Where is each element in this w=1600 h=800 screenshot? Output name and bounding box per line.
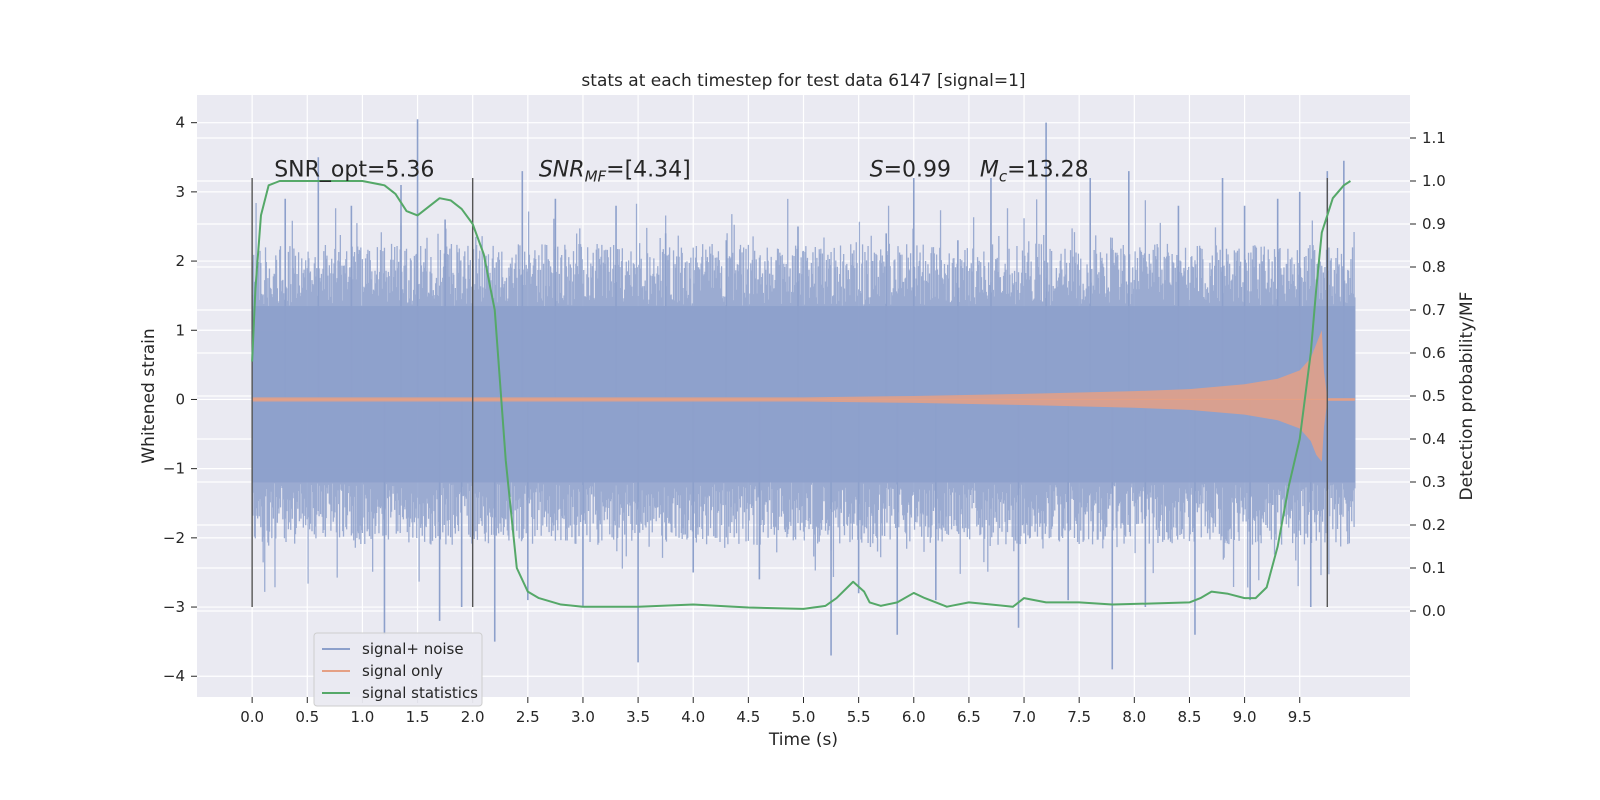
x-tick-label-10: 5.0 (792, 708, 816, 726)
y-axis-label: Whitened strain (139, 328, 159, 463)
x-axis: 0.0 0.5 1.0 1.5 2.0 2.5 3.0 3.5 4.0 4.5 5.0 5.5 6.0 6… (240, 697, 1312, 726)
annotation-mc: Mc=13.28 (980, 158, 1089, 186)
y2-tick-label-8: 0.8 (1422, 258, 1446, 276)
legend-label-signal-noise: signal+ noise (362, 640, 464, 658)
x-axis-label: Time (s) (768, 730, 838, 750)
y2-tick-label-2: 0.2 (1422, 516, 1446, 534)
y2-tick-label-4: 0.4 (1422, 430, 1446, 448)
y-tick-label-0: −4 (163, 667, 185, 685)
legend-box (313, 632, 483, 707)
y-tick-label-7: 3 (175, 183, 185, 201)
y2-tick-label-6: 0.6 (1422, 344, 1446, 362)
annotation-snr-opt: SNR_opt=5.36 (274, 158, 434, 183)
x-tick-label-11: 5.5 (847, 708, 871, 726)
x-tick-label-1: 0.5 (295, 708, 319, 726)
stats-line (251, 180, 1351, 610)
x-tick-label-6: 3.0 (571, 708, 595, 726)
annotation-snr-mf: SNRMF=[4.34] (539, 158, 691, 186)
y-tick-label-6: 2 (175, 252, 185, 270)
y2-tick-label-9: 0.9 (1422, 215, 1446, 233)
y2-tick-label-5: 0.5 (1422, 387, 1446, 405)
x-tick-label-16: 8.0 (1122, 708, 1146, 726)
y-tick-label-3: −1 (163, 460, 185, 478)
y-tick-label-8: 4 (175, 114, 185, 132)
y2-tick-label-0: 0.0 (1422, 602, 1446, 620)
x-tick-label-19: 9.5 (1288, 708, 1312, 726)
y2-tick-label-11: 1.1 (1422, 129, 1446, 147)
y-tick-label-2: −2 (163, 529, 185, 547)
x-tick-label-3: 1.5 (406, 708, 430, 726)
x-tick-label-12: 6.0 (902, 708, 926, 726)
y-tick-label-1: −3 (163, 598, 185, 616)
y2-tick-label-3: 0.3 (1422, 473, 1446, 491)
annotation-s: S=0.99 (870, 158, 951, 183)
series-signal-statistics (251, 180, 1351, 610)
series-signal-only (252, 330, 1355, 462)
vertical-markers (251, 178, 1328, 608)
x-tick-label-13: 6.5 (957, 708, 981, 726)
signal-envelope (252, 330, 1355, 462)
x-tick-label-7: 3.5 (626, 708, 650, 726)
y2-axis-label: Detection probability/MF (1457, 292, 1477, 501)
x-tick-label-18: 9.0 (1233, 708, 1257, 726)
y-axis-left: −4 −3 −2 −1 0 1 2 3 4 (163, 114, 197, 685)
x-tick-label-2: 1.0 (350, 708, 374, 726)
legend-label-signal-statistics: signal statistics (362, 684, 478, 702)
y2-tick-label-7: 0.7 (1422, 301, 1446, 319)
x-tick-label-15: 7.5 (1067, 708, 1091, 726)
legend: signal+ noise signal only signal statist… (313, 632, 483, 707)
x-tick-label-8: 4.0 (681, 708, 705, 726)
x-tick-label-5: 2.5 (516, 708, 540, 726)
x-tick-label-4: 2.0 (461, 708, 485, 726)
annotations: SNR_opt=5.36 SNRMF=[4.34] S=0.99 Mc=13.28 (274, 158, 1088, 186)
x-tick-label-9: 4.5 (736, 708, 760, 726)
y-tick-label-4: 0 (175, 390, 185, 408)
y-axis-right: 0.0 0.1 0.2 0.3 0.4 0.5 0.6 0.7 0.8 0.9 1.0 1.1 (1410, 129, 1446, 620)
y-tick-label-5: 1 (175, 321, 185, 339)
y2-tick-label-1: 0.1 (1422, 559, 1446, 577)
x-tick-label-14: 7.0 (1012, 708, 1036, 726)
x-tick-label-0: 0.0 (240, 708, 264, 726)
legend-label-signal-only: signal only (362, 662, 443, 680)
x-tick-label-17: 8.5 (1178, 708, 1202, 726)
y2-tick-label-10: 1.0 (1422, 172, 1446, 190)
chart-title: stats at each timestep for test data 614… (581, 71, 1025, 91)
